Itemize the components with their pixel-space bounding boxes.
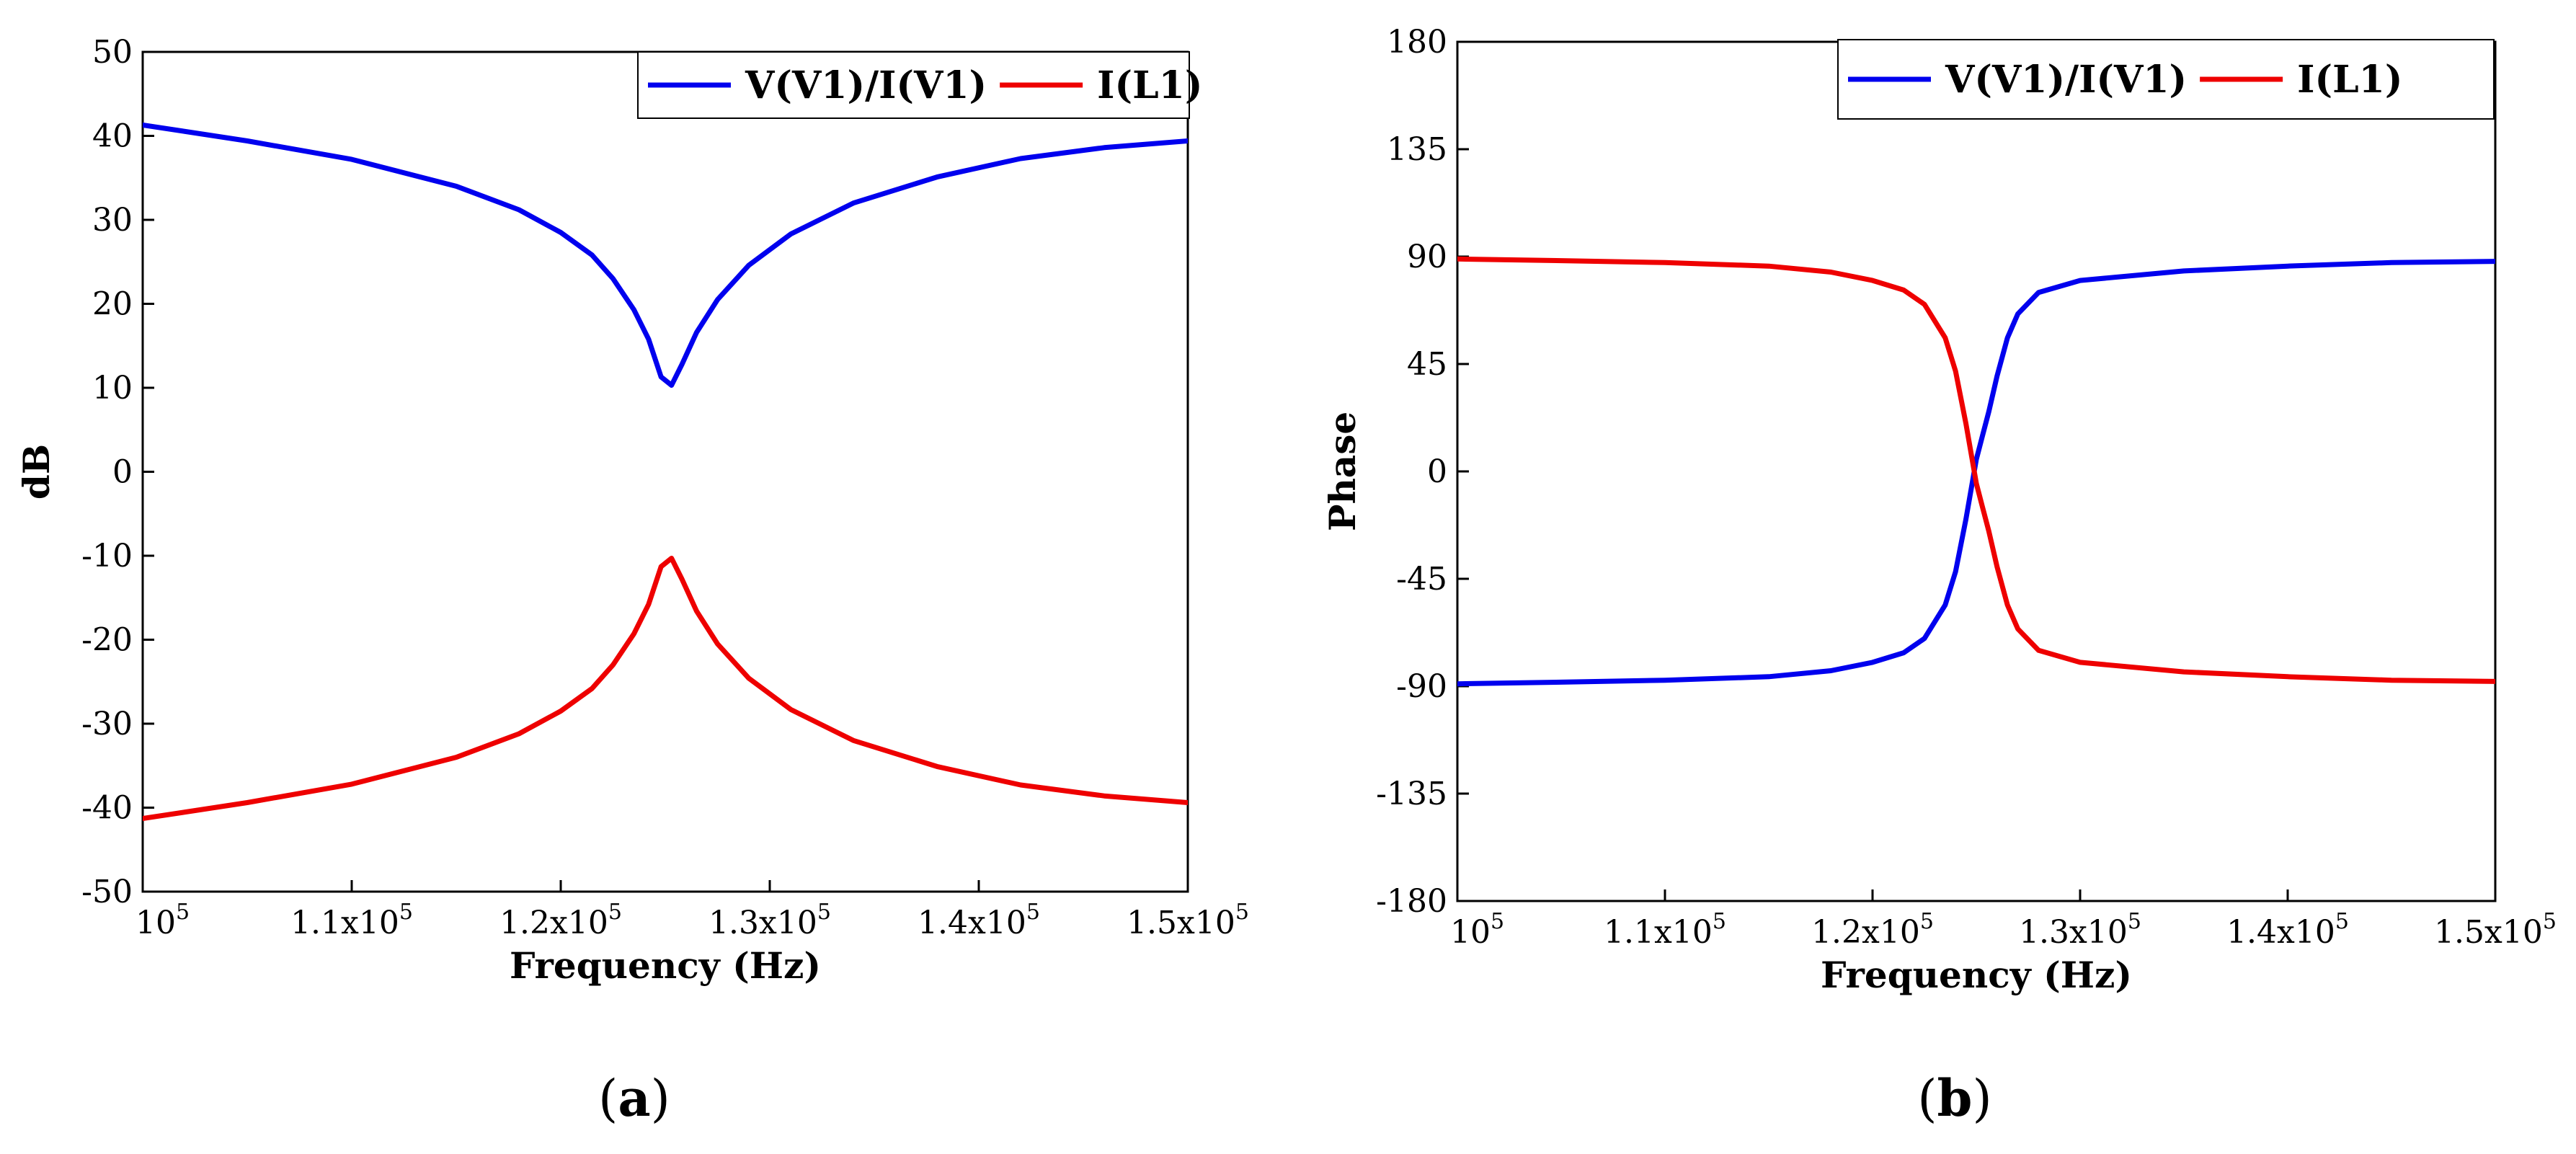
panel-a-x-tick-label: 1.4x105 [918, 900, 1040, 941]
panel-a-y-tick-label: -50 [81, 874, 133, 910]
panel-a-x-tick-exponent: 5 [817, 900, 831, 925]
panel-a-panel-label: (a) [598, 1068, 670, 1128]
panel-a-x-tick-mantissa: 1.2x10 [499, 905, 608, 941]
panel-b-legend-label: I(L1) [2297, 58, 2402, 102]
panel-b-x-tick-mantissa: 1.3x10 [2019, 914, 2128, 951]
panel-a-y-tick-label: 40 [92, 118, 133, 155]
panel-b-panel-label: (b) [1917, 1068, 1992, 1128]
panel-b-x-tick-exponent: 5 [1491, 909, 1504, 934]
panel-a-legend-label: V(V1)/I(V1) [745, 63, 987, 107]
panel-b-y-tick-label: -180 [1376, 883, 1447, 920]
panel-b-panel-label-open: ( [1917, 1069, 1937, 1128]
panel-a-x-tick-exponent: 5 [608, 900, 622, 925]
panel-a-x-tick-exponent: 5 [176, 900, 190, 925]
panel-b-y-tick-label: -135 [1376, 776, 1447, 812]
panel-a-panel-label-letter: a [618, 1068, 650, 1128]
panel-a-x-tick-label: 1.3x105 [709, 900, 831, 941]
panel-b-x-tick-mantissa: 1.2x10 [1811, 914, 1920, 951]
panel-a-plot-frame [141, 50, 1189, 893]
panel-b-series-line-l1-current [1457, 256, 2495, 684]
panel-b-legend-box [1837, 39, 2495, 120]
panel-b-x-tick-mantissa: 1.5x10 [2434, 914, 2543, 951]
panel-a-x-axis-label: Frequency (Hz) [510, 944, 821, 987]
panel-a-x-tick-exponent: 5 [1026, 900, 1040, 925]
panel-b-x-axis-label: Frequency (Hz) [1821, 954, 2132, 996]
panel-b-x-tick-mantissa: 1.4x10 [2226, 914, 2335, 951]
panel-a-x-tick-mantissa: 1.4x10 [918, 905, 1026, 941]
panel-b-x-tick-exponent: 5 [1920, 909, 1934, 934]
panel-a-legend-label: I(L1) [1097, 63, 1202, 107]
panel-b-x-tick-label: 1.2x105 [1811, 909, 1934, 951]
panel-b-x-tick-label: 1.1x105 [1604, 909, 1726, 951]
panel-b-x-tick-label: 1.3x105 [2019, 909, 2141, 951]
panel-b-panel-label-letter: b [1937, 1068, 1973, 1128]
panel-b-panel-label-close: ) [1972, 1069, 1991, 1128]
panel-a-y-tick-label: -40 [81, 790, 133, 827]
panel-b-x-tick-exponent: 5 [2335, 909, 2349, 934]
panel-a-y-tick-label: 30 [92, 202, 133, 239]
panel-a-series-line-l1-current [143, 556, 1188, 822]
panel-a-x-tick-label: 1.5x105 [1127, 900, 1249, 941]
panel-a-x-tick-mantissa: 1.3x10 [709, 905, 817, 941]
panel-b-x-tick-mantissa: 10 [1450, 914, 1491, 951]
panel-a-x-tick-exponent: 5 [399, 900, 413, 925]
panel-a-x-tick-label: 105 [136, 900, 190, 941]
panel-b-y-tick-label: 135 [1387, 131, 1447, 168]
panel-a-y-tick-label: 20 [92, 286, 133, 323]
panel-b-y-tick-label: -90 [1396, 668, 1447, 705]
panel-a-y-axis-label: dB [15, 444, 58, 500]
panel-b-y-tick-label: -45 [1396, 561, 1447, 598]
panel-b-x-tick-label: 1.5x105 [2434, 909, 2557, 951]
panel-b-y-tick-label: 45 [1407, 346, 1447, 383]
panel-b-y-tick-label: 180 [1387, 24, 1447, 61]
panel-b-x-tick-mantissa: 1.1x10 [1604, 914, 1713, 951]
panel-b-legend-label: V(V1)/I(V1) [1945, 58, 2187, 102]
panel-a-x-tick-mantissa: 1.5x10 [1127, 905, 1235, 941]
panel-a-y-tick-label: -10 [81, 538, 133, 574]
panel-b-series-line-v1-ratio [1457, 259, 2495, 687]
panel-b-y-tick-label: 0 [1427, 453, 1447, 490]
panel-b-x-tick-exponent: 5 [2128, 909, 2141, 934]
panel-b-y-axis-label: Phase [1321, 412, 1364, 531]
panel-a-x-tick-label: 1.2x105 [499, 900, 622, 941]
panel-b-x-tick-exponent: 5 [2543, 909, 2557, 934]
panel-a-x-tick-mantissa: 1.1x10 [290, 905, 399, 941]
panel-a-series-line-v1-ratio [143, 122, 1188, 388]
panel-b-y-tick-label: 90 [1407, 239, 1447, 275]
panel-a-y-tick-label: 0 [112, 454, 133, 491]
panel-a-y-tick-label: 10 [92, 370, 133, 407]
panel-a-y-tick-label: -30 [81, 706, 133, 742]
panel-b-x-tick-label: 1.4x105 [2226, 909, 2349, 951]
panel-b-x-tick-exponent: 5 [1713, 909, 1726, 934]
panel-a-legend: V(V1)/I(V1) I(L1) [637, 51, 1202, 119]
panel-a-x-tick-label: 1.1x105 [290, 900, 413, 941]
panel-b-x-tick-label: 105 [1450, 909, 1504, 951]
panel-a-x-tick-mantissa: 10 [136, 905, 176, 941]
panel-a-panel-label-open: ( [598, 1069, 618, 1128]
panel-a-x-tick-exponent: 5 [1235, 900, 1249, 925]
panel-a-y-tick-label: -20 [81, 622, 133, 659]
panel-b-legend: V(V1)/I(V1) I(L1) [1837, 39, 2495, 120]
panel-a-y-tick-label: 50 [92, 34, 133, 71]
panel-a-panel-label-close: ) [651, 1069, 670, 1128]
